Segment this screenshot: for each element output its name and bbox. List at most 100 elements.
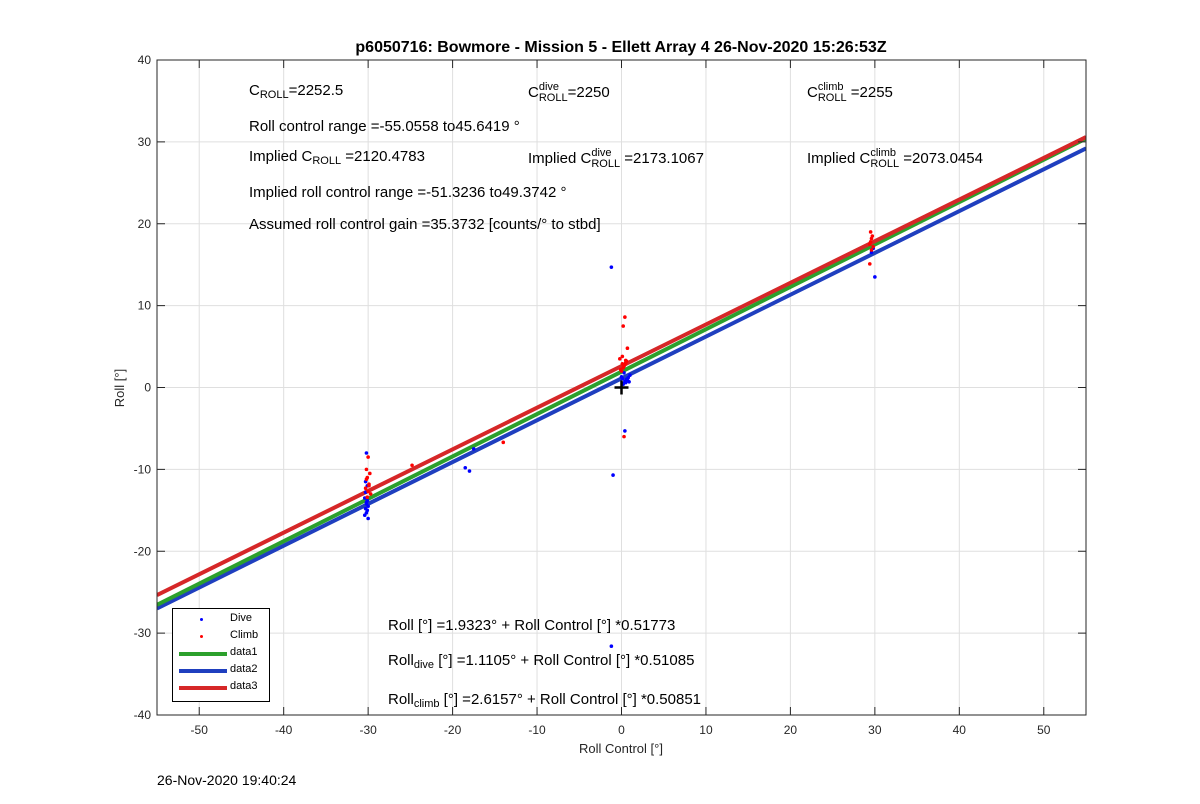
implied-c-roll-dive-stack: dive ROLL bbox=[591, 148, 620, 170]
climb-point bbox=[366, 455, 370, 459]
climb-point bbox=[870, 234, 875, 238]
fit-dive-sub: dive bbox=[413, 659, 435, 671]
climb-point bbox=[867, 262, 872, 266]
climb-point bbox=[623, 315, 627, 319]
fit-equation-climb: Rollclimb [°] =2.6157° + Roll Control [°… bbox=[388, 691, 701, 710]
implied-c-roll-dive-prefix: Implied C bbox=[528, 150, 592, 167]
dive-point bbox=[471, 447, 476, 451]
implied-c-roll-prefix: Implied C bbox=[249, 148, 313, 165]
y-axis-label: Roll [°] bbox=[112, 369, 127, 407]
dive-point bbox=[366, 516, 370, 521]
fit-climb-rest: [°] =2.6157° + Roll Control [°] *0.50851 bbox=[439, 691, 702, 708]
x-tick-labels: -50 -40 -30 -20 -10 0 10 20 30 40 50 bbox=[191, 723, 1051, 737]
axis-ticks bbox=[157, 59, 1086, 716]
x-axis-label: Roll Control [°] bbox=[579, 741, 663, 756]
dive-point bbox=[609, 265, 614, 269]
fit-dive-rest: [°] =1.1105° + Roll Control [°] *0.51085 bbox=[434, 652, 695, 669]
legend-dive-marker bbox=[200, 618, 203, 621]
climb-point bbox=[363, 486, 368, 491]
zero-marker bbox=[614, 380, 629, 395]
climb-point bbox=[868, 230, 873, 234]
climb-point bbox=[365, 495, 370, 500]
climb-point bbox=[621, 324, 625, 328]
dive-point bbox=[467, 469, 472, 473]
climb-point bbox=[367, 483, 371, 488]
implied-c-roll-dive-sub: ROLL bbox=[591, 158, 621, 170]
implied-c-roll-climb-stack: climb ROLL bbox=[870, 148, 899, 170]
climb-point bbox=[869, 248, 874, 252]
implied-c-roll-climb-prefix: Implied C bbox=[807, 150, 871, 167]
c-roll-base: C bbox=[249, 82, 260, 99]
dive-point bbox=[609, 644, 614, 649]
dive-point bbox=[611, 473, 615, 477]
dive-point bbox=[619, 375, 624, 379]
climb-point bbox=[620, 354, 625, 359]
climb-point bbox=[364, 477, 369, 482]
legend-item-data1: data1 bbox=[173, 646, 269, 662]
legend-dive-label: Dive bbox=[230, 612, 253, 624]
legend-item-data3: data3 bbox=[173, 680, 269, 696]
c-roll-climb-stack: climb ROLL bbox=[818, 82, 847, 104]
climb-point bbox=[620, 361, 625, 366]
dive-point bbox=[364, 501, 369, 506]
climb-point bbox=[368, 492, 373, 496]
x-tick-label: 40 bbox=[953, 723, 967, 737]
fit-equation-dive: Rolldive [°] =1.1105° + Roll Control [°]… bbox=[388, 652, 694, 671]
climb-point bbox=[868, 239, 873, 244]
c-roll-climb-value: =2255 bbox=[850, 84, 893, 101]
y-tick-label: 30 bbox=[138, 135, 152, 149]
y-tick-label: -10 bbox=[134, 462, 152, 476]
fit-line-data3 bbox=[157, 135, 1086, 597]
c-roll-dive-stack: dive ROLL bbox=[539, 82, 568, 104]
implied-c-roll-dive-value: =2173.1067 bbox=[620, 150, 704, 167]
y-tick-label: 10 bbox=[138, 299, 152, 313]
implied-c-roll-dive-sup: dive bbox=[591, 147, 612, 159]
dive-point bbox=[623, 429, 627, 433]
c-roll-dive-value: =2250 bbox=[567, 84, 610, 101]
implied-c-roll-climb-sub: ROLL bbox=[870, 158, 900, 170]
implied-c-roll-annotation: Implied CROLL =2120.4783 bbox=[249, 148, 425, 167]
climb-point bbox=[410, 463, 414, 468]
x-tick-label: -10 bbox=[528, 723, 546, 737]
implied-c-roll-sub: ROLL bbox=[312, 155, 342, 167]
dive-point bbox=[627, 379, 631, 384]
chart-title: p6050716: Bowmore - Mission 5 - Ellett A… bbox=[355, 39, 886, 56]
y-tick-labels: -40 -30 -20 -10 0 10 20 30 40 bbox=[134, 53, 152, 722]
x-tick-label: 30 bbox=[868, 723, 882, 737]
legend-data1-swatch bbox=[179, 652, 227, 656]
implied-c-roll-climb-value: =2073.0454 bbox=[899, 150, 983, 167]
c-roll-dive-sup: dive bbox=[538, 81, 560, 93]
climb-point bbox=[366, 489, 370, 494]
climb-point bbox=[618, 357, 622, 361]
climb-point bbox=[364, 467, 369, 472]
data-points bbox=[362, 230, 877, 649]
legend-climb-marker bbox=[200, 635, 203, 638]
x-tick-label: -20 bbox=[444, 723, 462, 737]
c-roll-value: =2252.5 bbox=[288, 82, 344, 99]
x-tick-label: -50 bbox=[191, 723, 209, 737]
legend-data1-label: data1 bbox=[230, 646, 258, 658]
x-tick-label: 10 bbox=[699, 723, 713, 737]
x-tick-label: 20 bbox=[784, 723, 798, 737]
climb-point bbox=[623, 358, 628, 363]
c-roll-climb-sup: climb bbox=[817, 81, 844, 93]
fit-dive-prefix: Roll bbox=[388, 652, 414, 669]
dive-point bbox=[463, 465, 468, 470]
climb-point bbox=[368, 471, 372, 476]
c-roll-climb-base: C bbox=[807, 84, 818, 101]
c-roll-dive-sub: ROLL bbox=[538, 92, 568, 104]
y-tick-label: 40 bbox=[138, 53, 152, 67]
roll-control-gain: Assumed roll control gain =35.3732 [coun… bbox=[249, 216, 601, 233]
climb-point bbox=[871, 244, 875, 249]
legend-data2-swatch bbox=[179, 669, 227, 673]
legend-climb-label: Climb bbox=[230, 629, 259, 641]
c-roll-annotation: CROLL=2252.5 bbox=[249, 82, 343, 101]
print-timestamp: 26-Nov-2020 19:40:24 bbox=[157, 772, 297, 788]
legend-item-data2: data2 bbox=[173, 663, 269, 679]
y-tick-label: -40 bbox=[134, 708, 152, 722]
